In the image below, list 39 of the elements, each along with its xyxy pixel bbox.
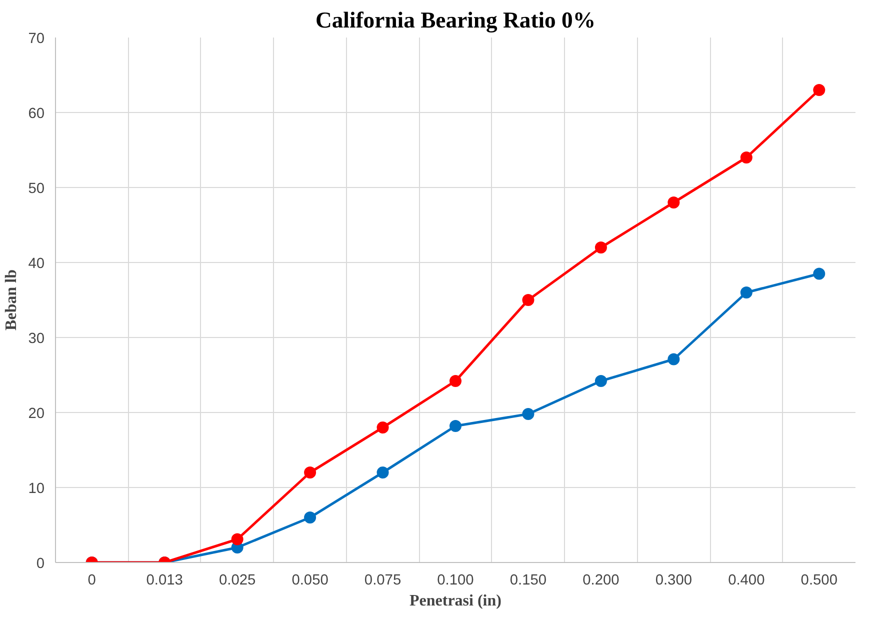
x-tick-label: 0.150 [510, 572, 547, 588]
chart-title: California Bearing Ratio 0% [315, 8, 596, 32]
x-tick-label: 0.075 [364, 572, 402, 588]
point [304, 466, 316, 478]
x-tick-label: 0.050 [292, 572, 328, 588]
y-tick-label: 20 [28, 406, 45, 422]
point [376, 422, 389, 434]
y-tick-label: 10 [28, 481, 45, 497]
point [740, 152, 752, 164]
x-tick-label: 0.500 [800, 572, 838, 588]
point [668, 353, 680, 366]
y-tick-label: 30 [28, 331, 45, 347]
y-tick-label: 0 [36, 556, 45, 572]
point [813, 268, 826, 280]
x-tick-label: 0.300 [655, 572, 692, 588]
point [813, 84, 826, 96]
y-tick-label: 50 [28, 181, 45, 197]
y-tick-label: 60 [28, 106, 45, 122]
point [522, 294, 534, 306]
x-tick-label: 0.200 [582, 572, 620, 588]
x-tick-label: 0 [88, 572, 96, 588]
point [450, 375, 462, 387]
y-axis-title: Beban lb [3, 269, 20, 330]
point [668, 196, 680, 208]
x-tick-label: 0.100 [437, 572, 474, 588]
x-tick-label: 0.400 [728, 572, 765, 588]
y-tick-label: 40 [28, 256, 45, 272]
point [740, 286, 752, 298]
point [522, 408, 534, 420]
y-tick-label: 70 [28, 31, 45, 47]
x-tick-label: 0.025 [218, 572, 256, 588]
point [594, 242, 607, 254]
x-tick-label: 0.013 [146, 572, 183, 588]
point [231, 533, 244, 546]
point [450, 420, 462, 432]
point [594, 375, 607, 387]
point [304, 512, 316, 524]
x-axis-title: Penetrasi (in) [410, 592, 502, 610]
point [376, 466, 389, 478]
